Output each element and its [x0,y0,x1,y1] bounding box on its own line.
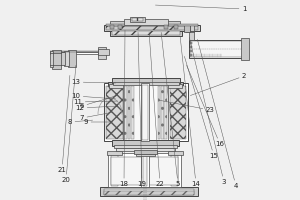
Bar [184,24,190,32]
Bar [104,83,188,141]
Text: 13: 13 [71,79,116,85]
Bar [190,54,192,56]
Text: 7: 7 [80,112,112,121]
Bar [190,42,192,44]
Bar [116,148,175,151]
Bar [118,25,122,29]
Bar [104,25,200,31]
Bar [168,151,183,155]
Bar [113,82,179,85]
Bar [98,49,109,55]
Bar [112,31,180,35]
Bar [174,25,178,29]
Text: 11: 11 [74,99,118,105]
Bar [50,51,104,52]
Bar [143,146,147,186]
Bar [190,50,192,52]
Text: 3: 3 [189,37,226,185]
Bar [111,157,178,185]
Bar [190,25,194,31]
Text: 8: 8 [68,119,93,125]
Text: 18: 18 [119,30,128,187]
Text: 15: 15 [184,56,218,159]
Bar [128,86,130,139]
Bar [50,51,53,67]
Bar [109,154,120,187]
Bar [110,25,114,29]
Bar [110,21,130,25]
Text: 21: 21 [58,75,70,173]
Bar [189,40,245,58]
Bar [138,146,152,149]
Text: 9: 9 [84,119,112,125]
Bar [108,153,181,187]
Bar [161,86,164,139]
Bar [50,52,104,54]
Bar [130,17,145,22]
Bar [112,140,179,146]
Bar [109,84,182,88]
Bar [169,154,180,187]
Bar [190,46,192,48]
Bar [241,38,249,60]
Bar [107,151,122,155]
Text: 10: 10 [71,93,116,99]
Bar [112,78,180,83]
Bar [164,86,167,139]
Bar [190,41,244,57]
Bar [123,83,168,141]
Bar [132,18,143,21]
Text: 22: 22 [149,32,164,187]
Text: 6: 6 [80,95,118,109]
Bar [141,83,149,141]
Bar [106,26,198,30]
Text: 20: 20 [61,65,76,183]
Bar [141,145,149,187]
Bar [158,86,160,139]
Bar [64,51,69,66]
Bar [186,30,194,32]
Bar [110,30,182,36]
Bar [164,25,168,29]
Bar [68,50,76,67]
Bar [170,86,186,139]
Bar [136,154,155,156]
Text: 23: 23 [159,100,214,113]
Bar [189,31,194,40]
Bar [100,187,198,196]
Text: 14: 14 [180,36,200,187]
Bar [104,191,194,195]
Bar [134,150,157,154]
Text: 19: 19 [137,32,146,187]
Bar [108,82,183,87]
Bar [171,155,178,186]
Bar [124,19,168,25]
Text: 16: 16 [187,65,224,147]
Text: 1: 1 [155,5,246,12]
Bar [60,52,65,65]
Text: 2: 2 [190,73,246,96]
Bar [98,47,106,59]
Bar [111,155,118,186]
Bar [106,24,198,26]
Bar [104,189,194,195]
Bar [106,86,123,139]
Text: 5: 5 [161,32,180,187]
Text: 4: 4 [197,39,238,189]
Bar [124,86,127,139]
Text: 12: 12 [76,105,118,111]
Bar [142,85,148,140]
Bar [139,149,151,151]
Bar [160,21,180,25]
Bar [114,145,177,148]
Bar [136,141,154,146]
Bar [52,50,61,69]
Bar [131,86,134,139]
